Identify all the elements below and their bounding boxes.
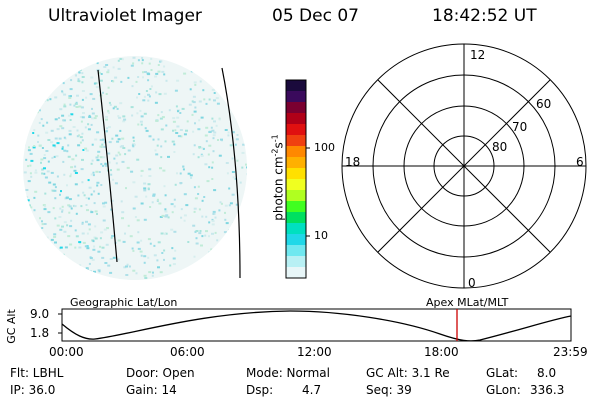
polar-mlt-plot xyxy=(341,43,587,289)
lat-label-70: 70 xyxy=(512,120,528,134)
lat-label-60: 60 xyxy=(536,97,552,111)
info-seq: Seq: 39 xyxy=(366,383,412,397)
colorbar-band xyxy=(286,135,306,147)
orbit-x-tick-0000: 00:00 xyxy=(49,345,84,359)
mlt-label-0: 0 xyxy=(468,276,476,290)
colorbar-band xyxy=(286,80,306,92)
orbit-x-tick-1200: 12:00 xyxy=(297,345,332,359)
date-label: 05 Dec 07 xyxy=(272,6,359,26)
colorbar-band xyxy=(286,223,306,235)
info-gc-alt: GC Alt: 3.1 Re xyxy=(366,366,450,380)
mlt-label-18: 18 xyxy=(345,155,361,169)
colorbar-band xyxy=(286,124,306,136)
colorbar-tick-10: 10 xyxy=(314,229,328,242)
colorbar-band xyxy=(286,256,306,268)
info-glat-label: GLat: xyxy=(486,366,519,380)
longitude-line-east xyxy=(221,67,241,279)
orbit-left-title: Geographic Lat/Lon xyxy=(70,296,178,309)
orbit-y-tick-9: 9.0 xyxy=(30,307,50,321)
colorbar xyxy=(285,79,310,279)
info-ip: IP: 36.0 xyxy=(10,383,56,397)
orbit-x-tick-0600: 06:00 xyxy=(170,345,205,359)
orbit-x-tick-2359: 23:59 xyxy=(553,345,588,359)
mlt-label-6: 6 xyxy=(576,155,584,169)
info-door: Door: Open xyxy=(126,366,195,380)
colorbar-tick-100: 100 xyxy=(314,141,335,154)
altitude-curve xyxy=(61,310,572,342)
colorbar-band xyxy=(286,267,306,279)
instrument-title: Ultraviolet Imager xyxy=(48,6,202,26)
info-glon-value: 336.3 xyxy=(530,383,565,397)
orbit-y-axis-label: GC Alt xyxy=(4,309,18,344)
info-filter: Flt: LBHL xyxy=(10,366,64,380)
orbit-x-tick-1800: 18:00 xyxy=(424,345,459,359)
colorbar-band xyxy=(286,201,306,213)
uv-image-disk xyxy=(23,56,247,280)
info-dsp-value: 4.7 xyxy=(302,383,322,397)
info-mode: Mode: Normal xyxy=(246,366,330,380)
colorbar-band xyxy=(286,212,306,224)
lat-label-80: 80 xyxy=(492,140,508,154)
info-glon-label: GLon: xyxy=(486,383,521,397)
time-label: 18:42:52 UT xyxy=(432,6,537,26)
orbit-y-tick-1-8: 1.8 xyxy=(30,326,50,340)
colorbar-band xyxy=(286,245,306,257)
colorbar-band xyxy=(286,102,306,114)
orbit-plot xyxy=(58,308,572,342)
mlt-label-12: 12 xyxy=(470,48,486,62)
colorbar-band xyxy=(286,157,306,169)
info-glat-value: 8.0 xyxy=(537,366,557,380)
info-gain: Gain: 14 xyxy=(126,383,177,397)
colorbar-band xyxy=(286,168,306,180)
longitude-line-west xyxy=(97,69,118,263)
info-dsp-label: Dsp: xyxy=(246,383,274,397)
colorbar-band xyxy=(286,179,306,191)
orbit-right-title: Apex MLat/MLT xyxy=(426,296,509,309)
colorbar-band xyxy=(286,146,306,158)
colorbar-band xyxy=(286,113,306,125)
colorbar-unit-label: photon cm-2s-1 xyxy=(270,134,286,221)
colorbar-band xyxy=(286,234,306,246)
colorbar-band xyxy=(286,190,306,202)
colorbar-band xyxy=(286,91,306,103)
